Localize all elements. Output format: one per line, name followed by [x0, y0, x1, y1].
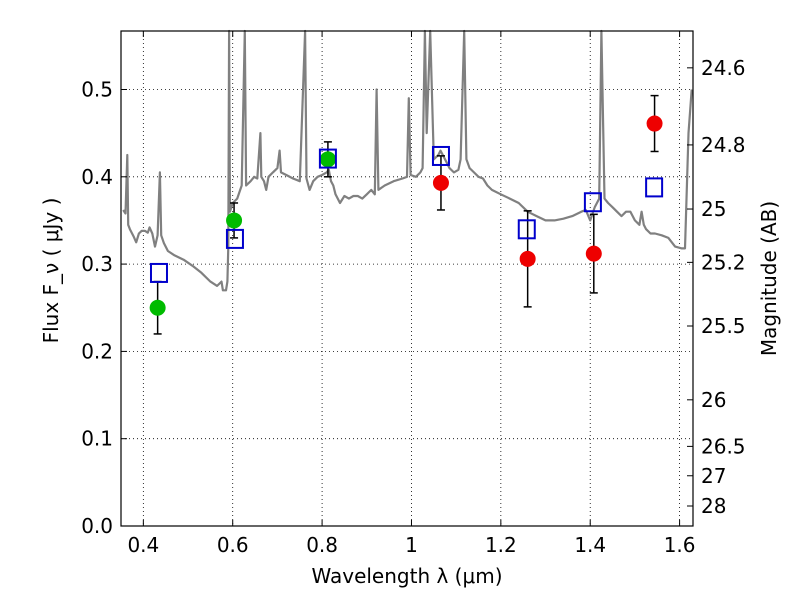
y-tick-label: 0.0	[81, 514, 113, 538]
red-data-point	[585, 245, 602, 262]
y-tick-label: 0.3	[81, 252, 113, 276]
axis-ticks	[121, 31, 693, 527]
blue-model-point	[583, 192, 602, 213]
right-y-axis-label: Magnitude (AB)	[757, 201, 781, 356]
template-spectrum-layer	[122, 29, 693, 292]
green-data-point	[226, 212, 243, 229]
magnitude-tick-label: 24.6	[701, 56, 746, 80]
x-tick-label: 0.6	[217, 533, 249, 557]
blue-model-point	[318, 148, 337, 169]
x-axis-label: Wavelength λ (μm)	[311, 564, 502, 588]
template-spectrum-line	[122, 29, 693, 292]
magnitude-tick-label: 25.5	[701, 314, 746, 338]
y-tick-label: 0.1	[81, 427, 113, 451]
x-tick-label: 1.6	[664, 533, 696, 557]
x-tick-label: 1.4	[574, 533, 606, 557]
red-data-point	[646, 115, 663, 132]
green-data-point	[319, 151, 336, 168]
magnitude-tick-label: 25.2	[701, 250, 746, 274]
x-tick-label: 0.8	[306, 533, 338, 557]
magnitude-tick-label: 28	[701, 494, 726, 518]
y-tick-label: 0.2	[81, 339, 113, 363]
data-points-layer	[149, 94, 664, 335]
x-tick-label: 0.4	[127, 533, 159, 557]
magnitude-tick-label: 25	[701, 197, 726, 221]
x-tick-label: 1.2	[485, 533, 517, 557]
magnitude-tick-label: 24.8	[701, 133, 746, 157]
plot-frame	[120, 30, 694, 527]
blue-model-point	[517, 219, 536, 240]
tick-labels: 0.4 0.6 0.8 1 1.2 1.4 1.6 0.0 0.1 0.2 0.3 0.4 0.5 24.…	[81, 56, 745, 557]
blue-model-point	[645, 177, 664, 198]
magnitude-tick-label: 26.5	[701, 434, 746, 458]
red-data-point	[432, 174, 449, 191]
magnitude-tick-label: 27	[701, 464, 726, 488]
blue-model-point	[431, 145, 450, 166]
y-axis-label: Flux F_ν ( μJy )	[39, 198, 63, 344]
blue-model-point	[225, 228, 244, 249]
blue-model-point	[149, 262, 168, 283]
x-tick-label: 1	[405, 533, 418, 557]
y-tick-label: 0.4	[81, 165, 113, 189]
y-tick-label: 0.5	[81, 77, 113, 101]
red-data-point	[519, 250, 536, 267]
magnitude-tick-label: 26	[701, 388, 726, 412]
green-data-point	[149, 299, 166, 316]
